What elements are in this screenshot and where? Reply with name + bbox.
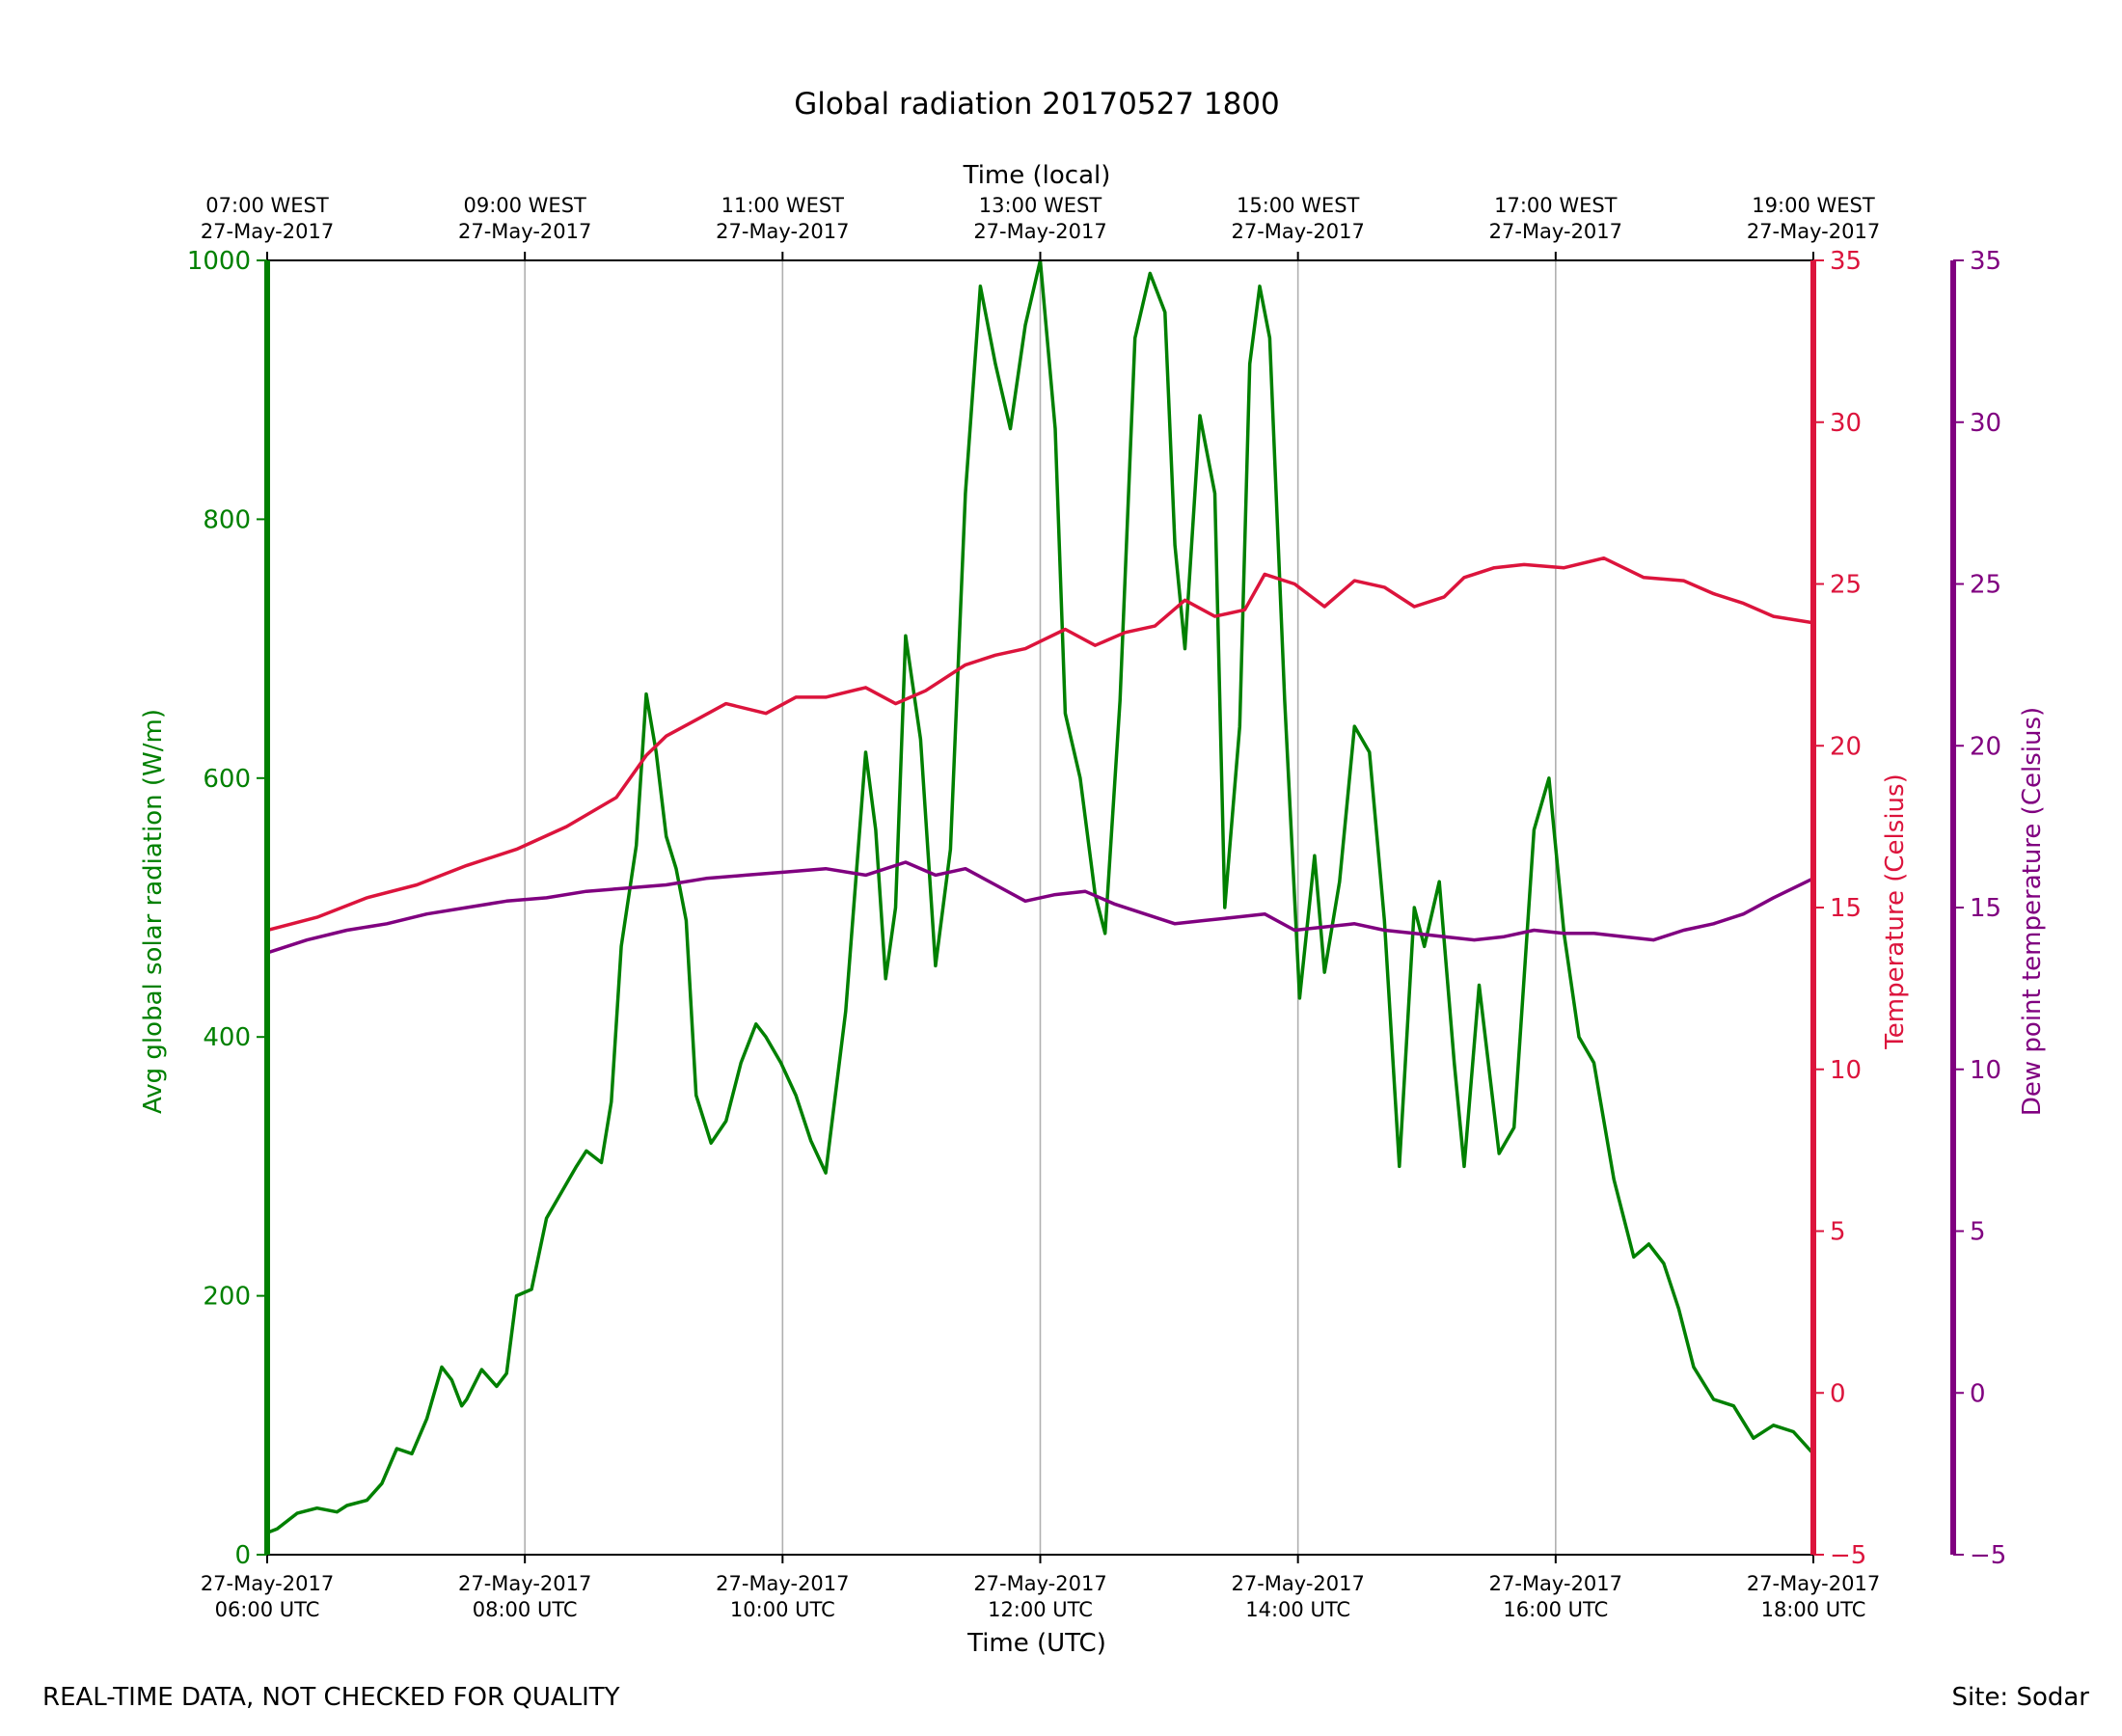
top-tick-label-time: 13:00 WEST — [979, 194, 1102, 217]
grid-lines — [524, 260, 1557, 1555]
chart-title: Global radiation 20170527 1800 — [794, 87, 1280, 122]
y-tick-label-radiation: 200 — [203, 1283, 251, 1312]
x-tick-label-date: 27-May-2017 — [1231, 1572, 1364, 1595]
series-line-radiation — [267, 260, 1813, 1534]
dewpoint-axis-label: Dew point temperature (Celsius) — [2018, 707, 2047, 1116]
x-tick-label-time: 14:00 UTC — [1245, 1598, 1350, 1621]
y-tick-label-radiation: 800 — [203, 505, 251, 534]
y-tick-label-radiation: 1000 — [187, 247, 251, 276]
top-tick-label-date: 27-May-2017 — [458, 220, 591, 243]
top-tick-label-time: 09:00 WEST — [463, 194, 586, 217]
y-tick-label-temperature: 15 — [1830, 894, 1862, 923]
y-tick-label-temperature: 30 — [1830, 409, 1862, 438]
y-tick-label-dewpoint: −5 — [1970, 1541, 2006, 1570]
y-tick-label-temperature: 20 — [1830, 732, 1862, 761]
left-axis-label: Avg global solar radiation (W/m) — [139, 709, 168, 1114]
x-tick-label-date: 27-May-2017 — [1489, 1572, 1622, 1595]
top-tick-label-date: 27-May-2017 — [716, 220, 849, 243]
axis-layer: 27-May-2017 06:00 UTC 27-May-2017 08:00 UTC… — [187, 194, 2007, 1621]
top-tick-label-date: 27-May-2017 — [1489, 220, 1622, 243]
x-tick-label-time: 08:00 UTC — [473, 1598, 578, 1621]
y-tick-label-temperature: −5 — [1830, 1541, 1866, 1570]
y-tick-label-temperature: 10 — [1830, 1056, 1862, 1085]
top-tick-label-date: 27-May-2017 — [973, 220, 1106, 243]
top-tick-label-date: 27-May-2017 — [1747, 220, 1880, 243]
y-tick-label-radiation: 400 — [203, 1023, 251, 1052]
x-tick-label-time: 10:00 UTC — [730, 1598, 835, 1621]
top-tick-label-date: 27-May-2017 — [201, 220, 334, 243]
footer-disclaimer: REAL-TIME DATA, NOT CHECKED FOR QUALITY — [42, 1683, 620, 1712]
x-tick-label-time: 16:00 UTC — [1503, 1598, 1608, 1621]
x-tick-label-date: 27-May-2017 — [1747, 1572, 1880, 1595]
x-tick-label-date: 27-May-2017 — [201, 1572, 334, 1595]
footer-site: Site: Sodar — [1952, 1683, 2090, 1712]
y-tick-label-dewpoint: 35 — [1970, 247, 2001, 276]
y-tick-label-dewpoint: 30 — [1970, 409, 2001, 438]
y-tick-label-temperature: 0 — [1830, 1379, 1846, 1408]
y-tick-label-dewpoint: 15 — [1970, 894, 2001, 923]
y-tick-label-dewpoint: 0 — [1970, 1379, 1986, 1408]
y-tick-label-radiation: 0 — [234, 1541, 251, 1570]
x-tick-label-time: 12:00 UTC — [988, 1598, 1093, 1621]
top-tick-label-time: 07:00 WEST — [205, 194, 329, 217]
series-line-temperature — [267, 556, 1813, 933]
y-tick-label-dewpoint: 20 — [1970, 732, 2001, 761]
x-tick-label-time: 06:00 UTC — [215, 1598, 320, 1621]
x-tick-label-date: 27-May-2017 — [716, 1572, 849, 1595]
y-tick-label-dewpoint: 25 — [1970, 571, 2001, 600]
series-line-dewpoint — [267, 860, 1813, 955]
y-tick-label-temperature: 5 — [1830, 1218, 1846, 1247]
y-tick-label-temperature: 25 — [1830, 571, 1862, 600]
top-tick-label-time: 15:00 WEST — [1237, 194, 1360, 217]
top-tick-label-time: 17:00 WEST — [1494, 194, 1618, 217]
temperature-axis-label: Temperature (Celsius) — [1881, 773, 1910, 1049]
x-tick-label-date: 27-May-2017 — [973, 1572, 1106, 1595]
series-layer — [267, 260, 1813, 1534]
y-tick-label-dewpoint: 10 — [1970, 1056, 2001, 1085]
top-axis-label: Time (local) — [963, 161, 1111, 190]
x-tick-label-time: 18:00 UTC — [1761, 1598, 1866, 1621]
y-tick-label-radiation: 600 — [203, 765, 251, 794]
top-tick-label-time: 11:00 WEST — [721, 194, 845, 217]
x-tick-label-date: 27-May-2017 — [458, 1572, 591, 1595]
x-axis-label: Time (UTC) — [966, 1629, 1106, 1658]
top-tick-label-date: 27-May-2017 — [1231, 220, 1364, 243]
y-tick-label-temperature: 35 — [1830, 247, 1862, 276]
y-tick-label-dewpoint: 5 — [1970, 1218, 1986, 1247]
top-tick-label-time: 19:00 WEST — [1752, 194, 1875, 217]
